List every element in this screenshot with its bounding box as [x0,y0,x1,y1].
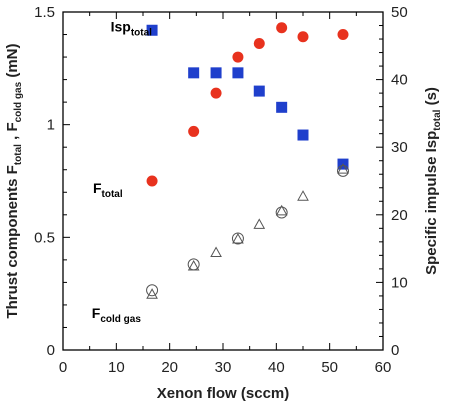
cold-gas-triangle-point [210,246,222,258]
cold-gas-triangle-point [253,218,266,229]
x-tick-label: 30 [215,359,232,376]
isp-total-point [297,129,309,141]
isp-total-point [210,67,222,79]
y-left-tick-label: 1.5 [34,4,55,21]
cold-gas-triangle-point [275,204,288,216]
x-tick-label: 40 [268,359,285,376]
x-tick-label: 60 [375,359,392,376]
f-total-point [297,31,309,43]
cold-gas-circle-point [146,284,159,297]
f-total-point [188,125,200,137]
f-total-point [337,29,349,41]
y-right-tick-label: 0 [391,342,399,359]
y-left-tick-label: 1 [47,117,55,134]
f-total-point [210,87,222,99]
y-right-tick-label: 30 [391,139,408,156]
isp-total-point [253,85,265,97]
x-tick-label: 0 [59,359,67,376]
y-left-tick-label: 0.5 [34,229,55,246]
cold-gas-triangle-point [187,260,200,271]
y-left-axis-label: Thrust components Ftotal , Fcold gas (mN… [4,43,24,318]
y-right-tick-label: 20 [391,207,408,224]
f-total-point [253,38,265,50]
x-tick-label: 50 [321,359,338,376]
isp-total-point [188,67,200,79]
x-tick-label: 20 [161,359,178,376]
y-right-tick-label: 50 [391,4,408,21]
x-axis-label: Xenon flow (sccm) [157,385,290,402]
isp-total-annotation: Isptotal [111,19,153,39]
cold-gas-triangle-point [146,288,158,299]
isp-total-point [146,24,158,36]
f-total-point [276,22,288,34]
data-marks [146,22,349,299]
x-tick-label: 10 [108,359,125,376]
isp-total-point [232,67,244,79]
axis-labels: Xenon flow (sccm) Thrust components Ftota… [4,43,443,402]
cold-gas-triangle-point [232,232,244,244]
isp-total-point [276,101,288,113]
f-cold-gas-annotation: Fcold gas [92,305,142,325]
f-total-point [232,51,244,63]
cold-gas-triangle-point [337,163,349,174]
y-right-tick-label: 10 [391,274,408,291]
series-annotations: Isptotal Ftotal Fcold gas [92,19,152,325]
y-right-tick-label: 40 [391,72,408,89]
cold-gas-circle-point [231,232,244,245]
cold-gas-circle-point [337,164,349,177]
cold-gas-circle-point [275,206,288,219]
axes-frame [62,11,384,351]
y-right-axis-label: Specific impulse Isptotal (s) [423,87,443,275]
plot-frame [62,11,384,351]
f-total-point [146,175,158,187]
axis-ticks [62,11,384,351]
f-total-annotation: Ftotal [93,180,123,200]
y-left-tick-label: 0 [47,342,55,359]
cold-gas-triangle-point [297,190,309,201]
